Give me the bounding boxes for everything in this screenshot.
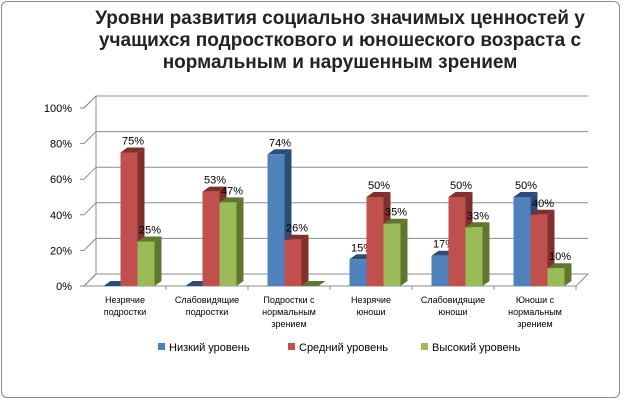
- data-label: 40%: [532, 198, 554, 210]
- bar-top: [465, 222, 490, 228]
- bar-top: [448, 192, 473, 197]
- legend-swatch: [288, 343, 295, 350]
- data-label: 75%: [122, 136, 144, 148]
- bar-top: [137, 236, 162, 242]
- x-tick-label: Подростки с: [263, 295, 315, 305]
- bar: [284, 239, 302, 286]
- x-tick-label: Юноши с: [516, 295, 555, 305]
- data-label: 33%: [467, 210, 489, 222]
- bar: [465, 227, 483, 286]
- bar: [349, 259, 367, 286]
- x-tick-label: Слабовидящие: [421, 295, 485, 305]
- data-label: 50%: [515, 180, 537, 192]
- gridline: [83, 237, 588, 251]
- x-tick-label: Незрячие: [351, 295, 391, 305]
- bar-top: [547, 263, 572, 269]
- bar-top: [530, 209, 555, 215]
- data-label: 26%: [286, 223, 308, 235]
- y-tick-label: 60%: [50, 174, 72, 186]
- legend-label: Высокий уровень: [432, 342, 521, 354]
- legend-swatch: [421, 343, 428, 350]
- bar: [448, 197, 466, 286]
- legend-label: Низкий уровень: [169, 342, 250, 354]
- x-tick-label: юноши: [439, 307, 468, 317]
- x-tick-label: зрением: [517, 319, 552, 329]
- gridline: [83, 202, 588, 216]
- bar: [383, 223, 401, 286]
- y-tick-label: 100%: [44, 103, 72, 115]
- data-label: 10%: [549, 251, 571, 263]
- bar: [120, 152, 138, 286]
- data-label: 74%: [269, 137, 291, 149]
- y-tick-label: 40%: [50, 210, 72, 222]
- y-tick-label: 20%: [50, 245, 72, 257]
- bar: [137, 241, 155, 286]
- bar-top: [267, 149, 292, 155]
- gridline: [83, 131, 588, 144]
- legend-swatch: [158, 343, 165, 350]
- chart-title: Уровни развития социально значимых ценно…: [95, 8, 585, 73]
- bar-top: [202, 186, 227, 192]
- data-label: 50%: [368, 180, 390, 192]
- bar-side: [154, 236, 162, 286]
- y-axis-wall: [83, 94, 97, 287]
- bar-side: [301, 234, 309, 286]
- data-label: 47%: [221, 185, 243, 197]
- bar: [202, 191, 220, 286]
- bar-top: [284, 234, 309, 240]
- bar-top: [120, 147, 145, 153]
- gridline: [83, 273, 588, 287]
- bar-top: [301, 281, 326, 286]
- data-label: 35%: [385, 207, 407, 219]
- x-tick-label: Слабовидящие: [175, 295, 239, 305]
- gridline: [83, 95, 588, 109]
- bar-top: [383, 218, 408, 224]
- x-tick-label: Незрячие: [105, 295, 145, 305]
- bar-top: [219, 197, 244, 203]
- x-tick-label: юноши: [357, 307, 386, 317]
- data-label: 25%: [139, 225, 161, 237]
- bar: [431, 255, 449, 286]
- bar: [547, 268, 565, 286]
- bar: [513, 197, 531, 286]
- bar-side: [482, 222, 490, 286]
- bar-side: [564, 263, 572, 286]
- bar: [366, 197, 384, 286]
- x-tick-label: нормальным: [508, 307, 562, 317]
- y-tick-label: 0%: [56, 281, 72, 293]
- bar-side: [236, 197, 244, 286]
- gridline: [83, 166, 588, 180]
- data-label: 50%: [450, 180, 472, 192]
- x-tick-label: нормальным: [262, 307, 316, 317]
- bar: [267, 154, 285, 286]
- bar: [219, 202, 237, 286]
- bar-side: [400, 218, 408, 286]
- bar-top: [513, 192, 538, 197]
- legend-label: Средний уровень: [299, 342, 388, 354]
- y-tick-label: 80%: [50, 139, 72, 151]
- x-tick-label: подростки: [186, 307, 229, 317]
- x-tick-label: зрением: [271, 319, 306, 329]
- bar: [530, 214, 548, 286]
- bar-top: [366, 192, 391, 197]
- x-tick-label: подростки: [104, 307, 147, 317]
- data-label: 53%: [204, 175, 226, 187]
